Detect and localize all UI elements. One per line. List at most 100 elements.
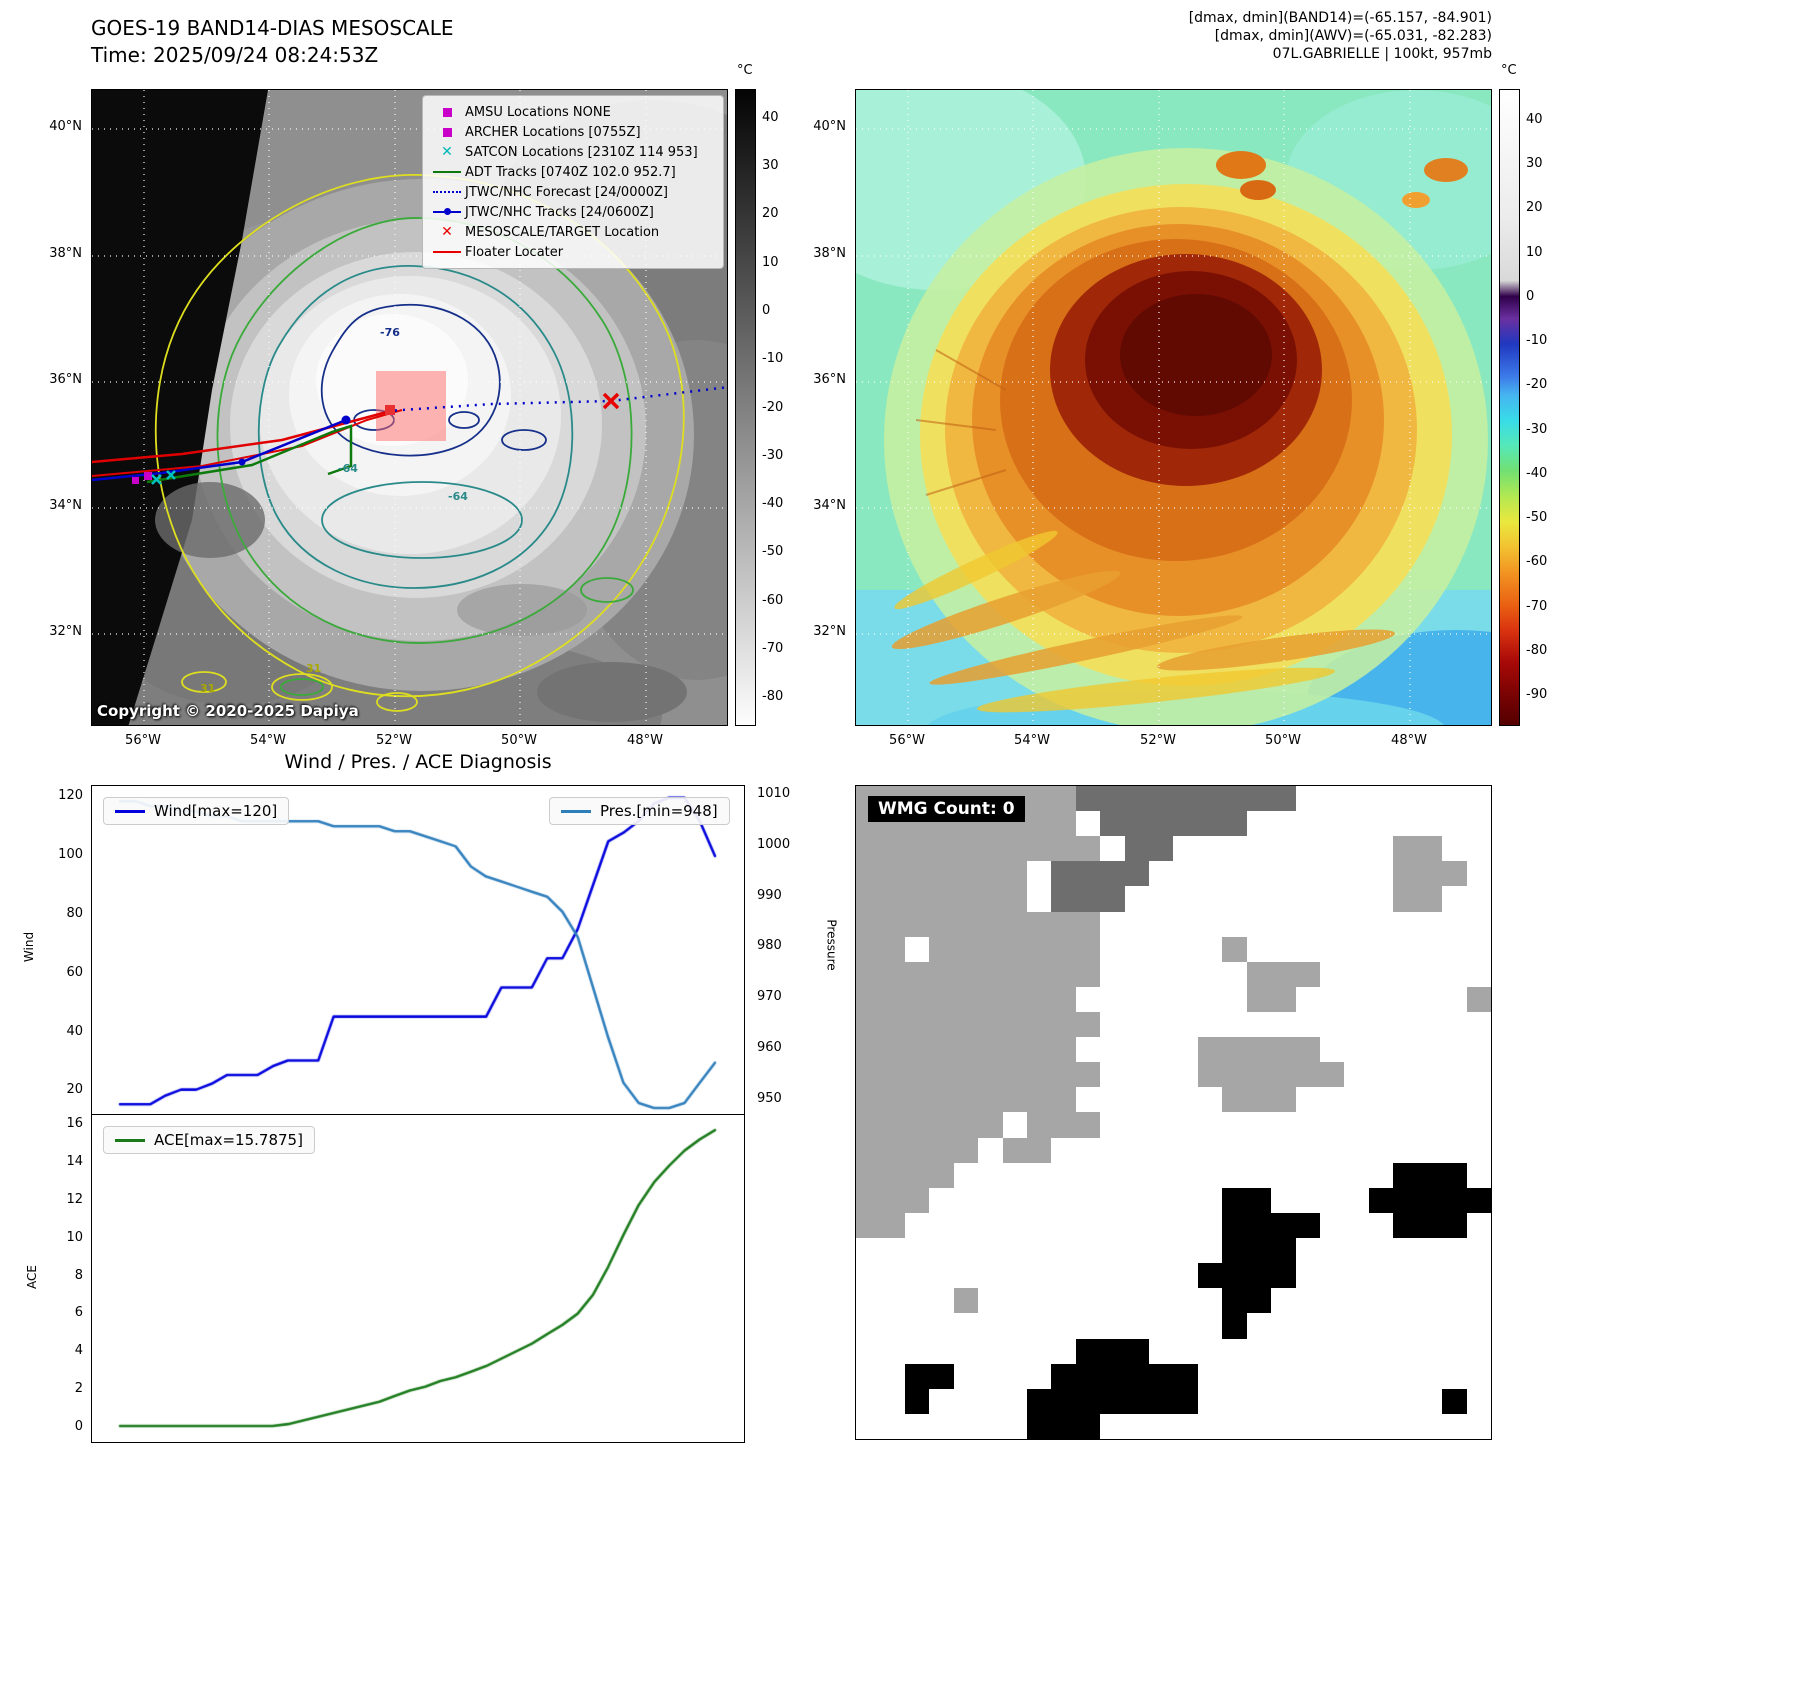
legend-item: ADT Tracks [0740Z 102.0 952.7] xyxy=(429,162,717,182)
axis-tick-label: 980 xyxy=(757,938,782,954)
wmg-cell xyxy=(929,1062,954,1088)
lon-tick-label: 52°W xyxy=(1140,733,1176,748)
wmg-cell xyxy=(1075,936,1101,962)
dmax-dmin-band14: [dmax, dmin](BAND14)=(-65.157, -84.901) xyxy=(1188,10,1492,26)
wmg-cell xyxy=(978,1238,1003,1264)
wmg-cell xyxy=(1417,961,1443,987)
wmg-cell xyxy=(1100,786,1125,812)
wmg-cell xyxy=(1246,1062,1272,1088)
wmg-cell xyxy=(1368,961,1394,987)
wmg-cell xyxy=(1002,911,1027,937)
wmg-cell xyxy=(1368,1112,1394,1138)
legend-item: AMSU Locations NONE xyxy=(429,102,717,122)
wmg-cell xyxy=(856,936,881,962)
wmg-cell xyxy=(1271,1037,1296,1063)
wmg-cell xyxy=(1295,1313,1321,1339)
wmg-cell xyxy=(1100,1137,1125,1163)
wmg-cell xyxy=(1271,1212,1296,1238)
wmg-cell xyxy=(1368,811,1394,837)
wmg-cell xyxy=(1320,1238,1345,1264)
wmg-cell xyxy=(1295,1338,1321,1364)
wmg-cell xyxy=(1344,1087,1369,1113)
colorbar-tick-label: -60 xyxy=(1526,554,1548,570)
colorbar-tick-label: 0 xyxy=(1526,288,1535,304)
wmg-cell xyxy=(1246,1112,1272,1138)
wmg-cell xyxy=(880,1187,905,1213)
lat-tick-label: 40°N xyxy=(813,119,846,134)
wmg-cell xyxy=(929,1162,954,1188)
wmg-cell xyxy=(1246,1037,1272,1063)
wmg-cell xyxy=(1075,1112,1101,1138)
wmg-cell xyxy=(1466,936,1491,962)
wmg-cell xyxy=(904,1162,930,1188)
colorbar-tick-label: -50 xyxy=(762,544,784,560)
wmg-cell xyxy=(1295,1238,1321,1264)
wmg-cell xyxy=(1368,861,1394,887)
satcon-marker xyxy=(151,474,162,485)
wmg-cell xyxy=(904,1388,930,1414)
wmg-cell xyxy=(856,1011,881,1038)
wmg-cell xyxy=(1466,1112,1491,1138)
wmg-cell xyxy=(1271,1363,1296,1389)
wmg-cell xyxy=(1295,811,1321,837)
wmg-cell xyxy=(1295,1112,1321,1138)
wmg-cell xyxy=(904,1212,930,1238)
lat-tick-label: 36°N xyxy=(49,372,82,387)
wmg-cell xyxy=(856,1212,881,1238)
wmg-cell xyxy=(1271,811,1296,837)
wmg-cell xyxy=(1051,1363,1076,1389)
wmg-cell xyxy=(1344,936,1369,962)
wmg-cell xyxy=(929,836,954,862)
wmg-cell xyxy=(1368,1062,1394,1088)
wmg-cell xyxy=(904,836,930,862)
wmg-cell xyxy=(1320,886,1345,912)
wmg-cell xyxy=(1173,786,1198,812)
wmg-cell xyxy=(1124,986,1150,1012)
wmg-cell xyxy=(1197,961,1223,987)
wmg-cell xyxy=(1368,1137,1394,1163)
wmg-cell xyxy=(953,1137,979,1163)
wmg-cell xyxy=(1393,1212,1418,1238)
wmg-cell xyxy=(1075,1162,1101,1188)
wmg-cell xyxy=(953,836,979,862)
wmg-cell xyxy=(1393,1363,1418,1389)
wmg-cell xyxy=(1100,1238,1125,1264)
wmg-cell xyxy=(1026,1388,1052,1414)
wmg-cell xyxy=(1344,1288,1369,1314)
wmg-cell xyxy=(1417,1112,1443,1138)
wmg-cell xyxy=(1271,911,1296,937)
wmg-cell xyxy=(1271,1313,1296,1339)
wmg-cell xyxy=(929,1338,954,1364)
wmg-cell xyxy=(1368,1187,1394,1213)
colorbar-tick-label: -10 xyxy=(762,351,784,367)
wmg-cell xyxy=(1124,1338,1150,1364)
ace-legend-label: ACE[max=15.7875] xyxy=(154,1131,303,1149)
wmg-cell xyxy=(1075,811,1101,837)
legend-item: JTWC/NHC Forecast [24/0000Z] xyxy=(429,182,717,202)
wmg-cell xyxy=(1246,1187,1272,1213)
legend-item-label: ADT Tracks [0740Z 102.0 952.7] xyxy=(465,164,676,180)
wmg-cell xyxy=(1246,886,1272,912)
wmg-cell xyxy=(1393,786,1418,812)
wmg-cell xyxy=(1100,1187,1125,1213)
colorbar-tick-label: 40 xyxy=(762,109,779,125)
awv-lat-axis: 40°N 38°N 36°N 34°N 32°N xyxy=(802,89,850,726)
wmg-map-panel: WMG Count: 0 xyxy=(855,785,1492,1440)
wmg-cell xyxy=(1222,1413,1247,1439)
wmg-cell xyxy=(1393,1037,1418,1063)
wmg-cell xyxy=(1271,886,1296,912)
wmg-cell xyxy=(1320,836,1345,862)
wmg-cell xyxy=(1026,911,1052,937)
wmg-cell xyxy=(1271,786,1296,812)
awv-header: [dmax, dmin](BAND14)=(-65.157, -84.901) … xyxy=(1189,9,1492,63)
wmg-cell xyxy=(1197,1087,1223,1113)
wmg-cell xyxy=(1100,961,1125,987)
wmg-cell xyxy=(1051,1313,1076,1339)
wmg-cell xyxy=(1246,1363,1272,1389)
wmg-cell xyxy=(1197,1212,1223,1238)
axis-tick-label: 6 xyxy=(74,1305,83,1321)
wmg-cell xyxy=(1051,1413,1076,1439)
wmg-cell xyxy=(1075,1363,1101,1389)
wmg-cell xyxy=(953,1212,979,1238)
wmg-cell xyxy=(1002,1388,1027,1414)
